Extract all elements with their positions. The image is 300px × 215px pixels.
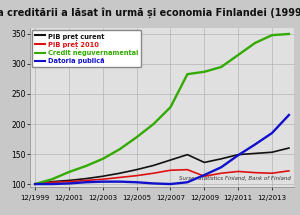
Text: Explozia creditării a lăsat în urmă și economia Finlandei (1999 = 100): Explozia creditării a lăsat în urmă și e…	[0, 8, 300, 18]
Text: Surse: Statistics Finland, Bank of Finland: Surse: Statistics Finland, Bank of Finla…	[179, 176, 291, 181]
Legend: PIB preț curent, PIB preț 2010, Credit neguvernamental, Datoria publică: PIB preț curent, PIB preț 2010, Credit n…	[32, 30, 141, 67]
